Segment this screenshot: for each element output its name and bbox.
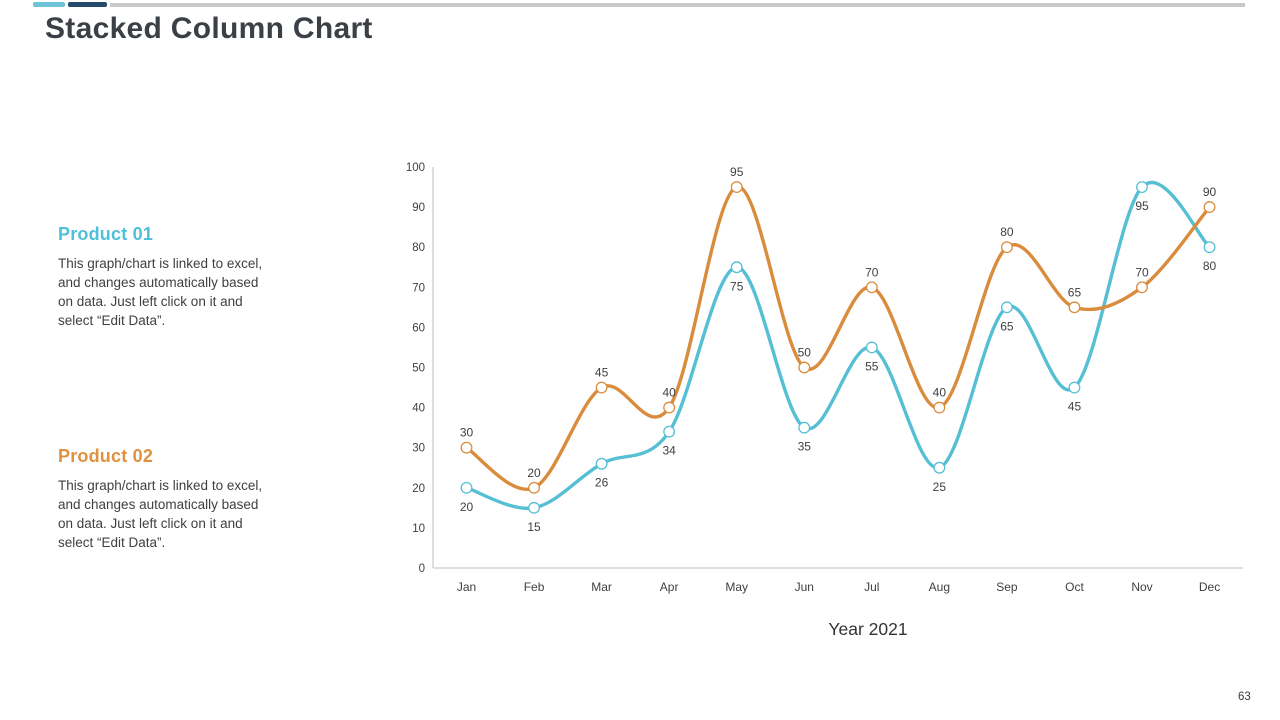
data-point-marker-product-01[interactable] (933, 461, 946, 474)
data-point-marker-product-02[interactable] (663, 401, 676, 414)
y-tick-label: 10 (412, 523, 425, 535)
y-tick-label: 100 (406, 162, 425, 174)
x-tick-label: Mar (591, 580, 612, 594)
product-01-block: Product 01 This graph/chart is linked to… (58, 224, 318, 330)
product-02-heading: Product 02 (58, 446, 154, 466)
data-point-label-product-02: 50 (798, 346, 812, 360)
x-tick-label: Jan (457, 580, 476, 594)
data-point-marker-product-01[interactable] (1203, 241, 1216, 254)
data-point-marker-product-02[interactable] (730, 181, 743, 194)
data-point-label-product-02: 90 (1203, 185, 1217, 199)
data-point-label-product-01: 55 (865, 359, 879, 373)
data-point-marker-product-01[interactable] (595, 457, 608, 470)
data-point-label-product-01: 15 (527, 520, 541, 534)
data-point-marker-product-02[interactable] (460, 441, 473, 454)
data-point-marker-product-01[interactable] (730, 261, 743, 274)
data-point-label-product-02: 70 (865, 265, 879, 279)
data-point-marker-product-02[interactable] (1203, 201, 1216, 214)
y-tick-label: 70 (412, 282, 425, 294)
x-tick-label: Apr (660, 580, 679, 594)
data-point-label-product-01: 34 (662, 444, 676, 458)
y-tick-label: 80 (412, 242, 425, 254)
x-tick-label: Nov (1131, 580, 1152, 594)
data-point-label-product-02: 95 (730, 165, 744, 179)
data-point-label-product-02: 65 (1068, 285, 1082, 299)
data-point-marker-product-01[interactable] (865, 341, 878, 354)
product-01-heading: Product 01 (58, 224, 154, 244)
product-01-description: This graph/chart is linked to excel, and… (58, 256, 263, 328)
y-tick-label: 50 (412, 363, 425, 375)
series-line-product-01[interactable] (464, 181, 1212, 511)
data-point-marker-product-01[interactable] (663, 425, 676, 438)
data-point-label-product-01: 80 (1203, 259, 1217, 273)
data-point-label-product-02: 40 (933, 386, 947, 400)
x-tick-label: Jun (795, 580, 814, 594)
x-tick-label: May (725, 580, 748, 594)
product-02-block: Product 02 This graph/chart is linked to… (58, 446, 318, 552)
x-tick-label: Jul (864, 580, 879, 594)
data-point-label-product-02: 30 (460, 426, 474, 440)
data-point-label-product-01: 20 (460, 500, 474, 514)
chart-x-axis-title: Year 2021 (828, 619, 908, 639)
accent-bar-dark-navy (68, 2, 107, 7)
series-line-product-02[interactable] (464, 185, 1212, 491)
data-point-label-product-01: 25 (933, 480, 947, 494)
x-tick-label: Sep (996, 580, 1018, 594)
data-point-marker-product-02[interactable] (1000, 241, 1013, 254)
data-point-label-product-02: 20 (527, 466, 541, 480)
data-point-marker-product-01[interactable] (460, 481, 473, 494)
accent-bar-gray (110, 3, 1245, 7)
data-point-marker-product-02[interactable] (798, 361, 811, 374)
data-point-label-product-01: 95 (1135, 199, 1149, 213)
y-tick-label: 60 (412, 322, 425, 334)
data-point-label-product-01: 26 (595, 476, 609, 490)
data-point-label-product-02: 80 (1000, 225, 1014, 239)
y-tick-label: 90 (412, 202, 425, 214)
y-tick-label: 20 (412, 483, 425, 495)
x-tick-label: Oct (1065, 580, 1084, 594)
data-point-marker-product-02[interactable] (528, 481, 541, 494)
data-point-marker-product-02[interactable] (933, 401, 946, 414)
data-point-marker-product-01[interactable] (1136, 181, 1148, 194)
data-point-label-product-01: 65 (1000, 319, 1014, 333)
data-point-marker-product-02[interactable] (865, 281, 878, 294)
y-tick-label: 0 (419, 563, 425, 575)
data-point-marker-product-02[interactable] (595, 381, 608, 394)
data-point-marker-product-01[interactable] (528, 501, 541, 514)
data-point-label-product-02: 70 (1135, 265, 1149, 279)
page-number: 63 (1238, 691, 1251, 703)
data-point-label-product-01: 75 (730, 279, 744, 293)
data-point-marker-product-01[interactable] (1068, 381, 1081, 394)
data-point-label-product-02: 40 (662, 386, 676, 400)
data-point-marker-product-02[interactable] (1068, 301, 1081, 314)
x-tick-label: Dec (1199, 580, 1220, 594)
data-point-marker-product-01[interactable] (1000, 301, 1013, 314)
x-tick-label: Aug (929, 580, 950, 594)
y-tick-label: 40 (412, 403, 425, 415)
data-point-label-product-02: 45 (595, 366, 609, 380)
x-tick-label: Feb (524, 580, 545, 594)
data-point-marker-product-01[interactable] (798, 421, 811, 434)
data-point-label-product-01: 35 (798, 440, 812, 454)
data-point-marker-product-02[interactable] (1136, 281, 1148, 294)
accent-bar-light-blue (33, 2, 65, 7)
slide-title: Stacked Column Chart (45, 12, 373, 45)
product-02-description: This graph/chart is linked to excel, and… (58, 478, 263, 550)
data-point-label-product-01: 45 (1068, 400, 1082, 414)
y-tick-label: 30 (412, 443, 425, 455)
